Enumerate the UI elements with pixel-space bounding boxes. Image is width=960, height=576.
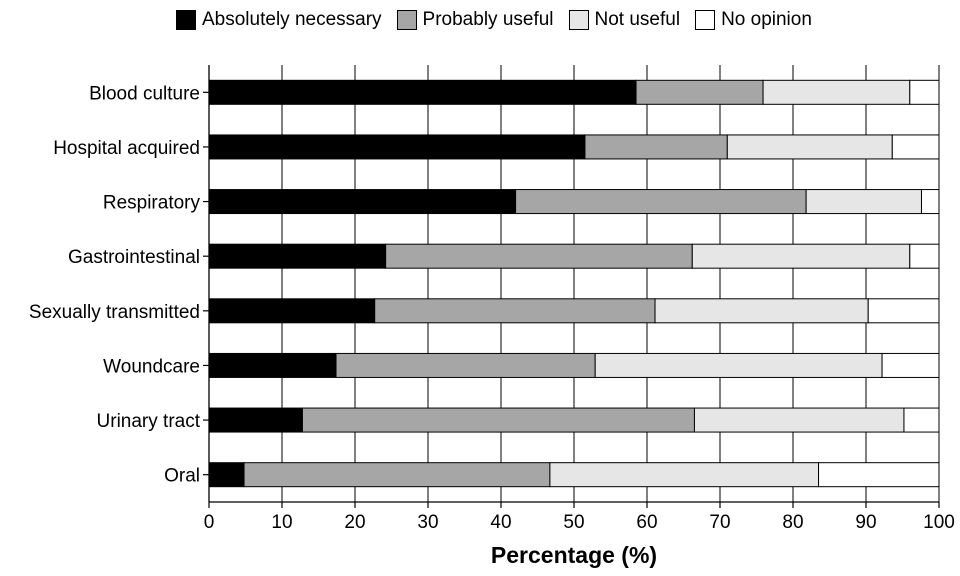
x-tick-label: 40 xyxy=(490,512,511,533)
x-tick-label: 50 xyxy=(563,512,584,533)
legend-swatch-not-useful xyxy=(568,10,589,30)
bar-blood-culture-absolutely-necessary xyxy=(208,79,637,105)
x-tick-label: 80 xyxy=(782,512,803,533)
bar-woundcare-probably-useful xyxy=(335,352,596,378)
bar-hospital-acquired-absolutely-necessary xyxy=(208,134,586,160)
legend-swatch-probably-useful xyxy=(396,10,417,30)
bar-urinary-tract-absolutely-necessary xyxy=(208,407,303,433)
x-tick-label: 70 xyxy=(709,512,730,533)
x-tick-label: 10 xyxy=(271,512,292,533)
x-tick-label: 100 xyxy=(923,512,955,533)
x-tick-label: 90 xyxy=(855,512,876,533)
x-tick-label: 0 xyxy=(204,512,215,533)
x-tick-label: 60 xyxy=(636,512,657,533)
bar-woundcare-absolutely-necessary xyxy=(208,352,337,378)
category-label: Urinary tract xyxy=(97,411,201,432)
category-label: Woundcare xyxy=(103,356,200,377)
legend-label: Absolutely necessary xyxy=(202,9,382,30)
legend: Absolutely necessary Probably useful Not… xyxy=(176,8,812,32)
legend-swatch-no-opinion xyxy=(695,10,716,30)
legend-label: No opinion xyxy=(721,9,812,30)
bar-respiratory-no-opinion xyxy=(920,189,940,215)
bars xyxy=(208,79,940,488)
legend-item-no-opinion[interactable]: No opinion xyxy=(695,9,812,31)
legend-label: Not useful xyxy=(594,9,681,30)
category-label: Respiratory xyxy=(103,193,201,214)
bar-woundcare-not-useful xyxy=(594,352,883,378)
bar-hospital-acquired-no-opinion xyxy=(891,134,940,160)
bar-sexually-transmitted-absolutely-necessary xyxy=(208,298,376,324)
bar-woundcare-no-opinion xyxy=(881,352,940,378)
bar-blood-culture-no-opinion xyxy=(909,79,940,105)
x-tick-label: 20 xyxy=(344,512,365,533)
category-label: Sexually transmitted xyxy=(29,302,200,323)
category-label: Oral xyxy=(164,466,200,487)
legend-item-absolutely-necessary[interactable]: Absolutely necessary xyxy=(176,9,382,31)
bar-sexually-transmitted-not-useful xyxy=(654,298,869,324)
bar-respiratory-not-useful xyxy=(805,189,922,215)
x-tick-labels: 0 10 20 30 40 50 60 70 80 90 100 xyxy=(204,512,955,533)
bar-gastrointestinal-absolutely-necessary xyxy=(208,243,387,269)
bar-blood-culture-probably-useful xyxy=(635,79,764,105)
axes xyxy=(203,65,940,508)
bar-hospital-acquired-probably-useful xyxy=(584,134,728,160)
bar-sexually-transmitted-no-opinion xyxy=(867,298,940,324)
category-label: Gastrointestinal xyxy=(68,247,200,268)
legend-item-probably-useful[interactable]: Probably useful xyxy=(396,9,554,31)
x-tick-label: 30 xyxy=(417,512,438,533)
bar-sexually-transmitted-probably-useful xyxy=(374,298,656,324)
legend-swatch-absolutely-necessary xyxy=(176,10,196,30)
bar-oral-absolutely-necessary xyxy=(208,462,245,488)
bar-hospital-acquired-not-useful xyxy=(726,134,893,160)
category-labels: Blood culture Hospital acquired Respirator… xyxy=(29,83,201,486)
bar-respiratory-absolutely-necessary xyxy=(208,189,517,215)
bar-urinary-tract-not-useful xyxy=(693,407,905,433)
bar-oral-no-opinion xyxy=(818,462,940,488)
bar-respiratory-probably-useful xyxy=(515,189,807,215)
bar-urinary-tract-probably-useful xyxy=(301,407,695,433)
category-label: Blood culture xyxy=(89,83,200,104)
bar-oral-probably-useful xyxy=(243,462,551,488)
category-label: Hospital acquired xyxy=(53,138,200,159)
legend-item-not-useful[interactable]: Not useful xyxy=(568,9,681,31)
grid xyxy=(281,65,940,502)
bar-gastrointestinal-no-opinion xyxy=(909,243,940,269)
bar-gastrointestinal-not-useful xyxy=(691,243,911,269)
bar-urinary-tract-no-opinion xyxy=(903,407,940,433)
bar-oral-not-useful xyxy=(549,462,820,488)
legend-label: Probably useful xyxy=(422,9,554,30)
x-axis-title: Percentage (%) xyxy=(491,542,657,568)
bar-blood-culture-not-useful xyxy=(762,79,911,105)
bar-gastrointestinal-probably-useful xyxy=(385,243,693,269)
